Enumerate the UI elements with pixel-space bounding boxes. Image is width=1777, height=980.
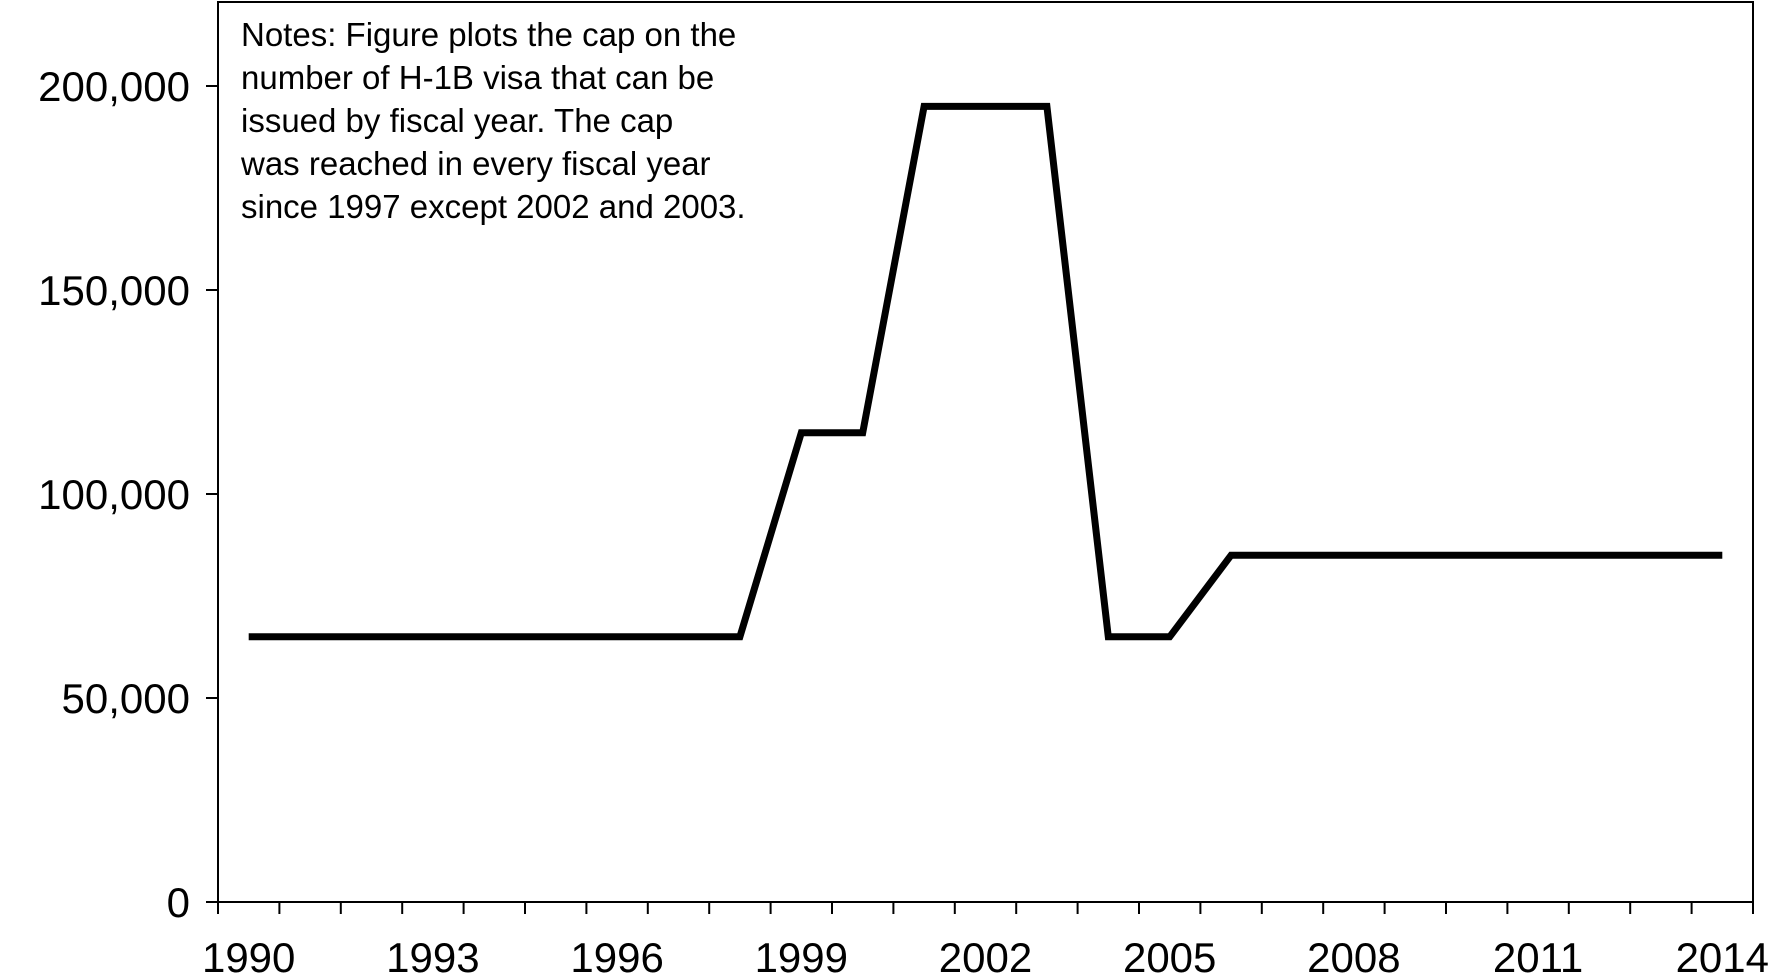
x-tick-label: 2014 (1676, 934, 1769, 980)
x-tick-label: 1990 (202, 934, 295, 980)
y-tick-label: 0 (167, 879, 190, 926)
y-axis: 0 50,000 100,000 150,000 200,000 (38, 63, 218, 926)
x-tick-label: 2002 (939, 934, 1032, 980)
x-tick-label: 2008 (1307, 934, 1400, 980)
y-tick-label: 50,000 (62, 675, 190, 722)
notes-annotation: Notes: Figure plots the cap on the numbe… (240, 16, 746, 225)
x-tick-label: 2011 (1493, 934, 1583, 980)
y-tick-label: 150,000 (38, 267, 190, 314)
x-tick-label: 1993 (386, 934, 479, 980)
y-tick-label: 200,000 (38, 63, 190, 110)
x-tick-label: 1996 (570, 934, 663, 980)
note-line-5: since 1997 except 2002 and 2003. (241, 188, 746, 225)
y-tick-label: 100,000 (38, 471, 190, 518)
x-tick-label: 2005 (1123, 934, 1216, 980)
note-line-2: number of H-1B visa that can be (241, 59, 714, 96)
note-line-4: was reached in every fiscal year (240, 145, 711, 182)
x-tick-label: 1999 (755, 934, 848, 980)
x-axis: 1990 1993 1996 1999 2002 2005 2008 2011 2014 (202, 902, 1769, 980)
series-layer (248, 102, 1723, 641)
plot-area-frame (217, 1, 1754, 903)
note-line-1: Notes: Figure plots the cap on the (241, 16, 736, 53)
note-line-3: issued by fiscal year. The cap (241, 102, 673, 139)
